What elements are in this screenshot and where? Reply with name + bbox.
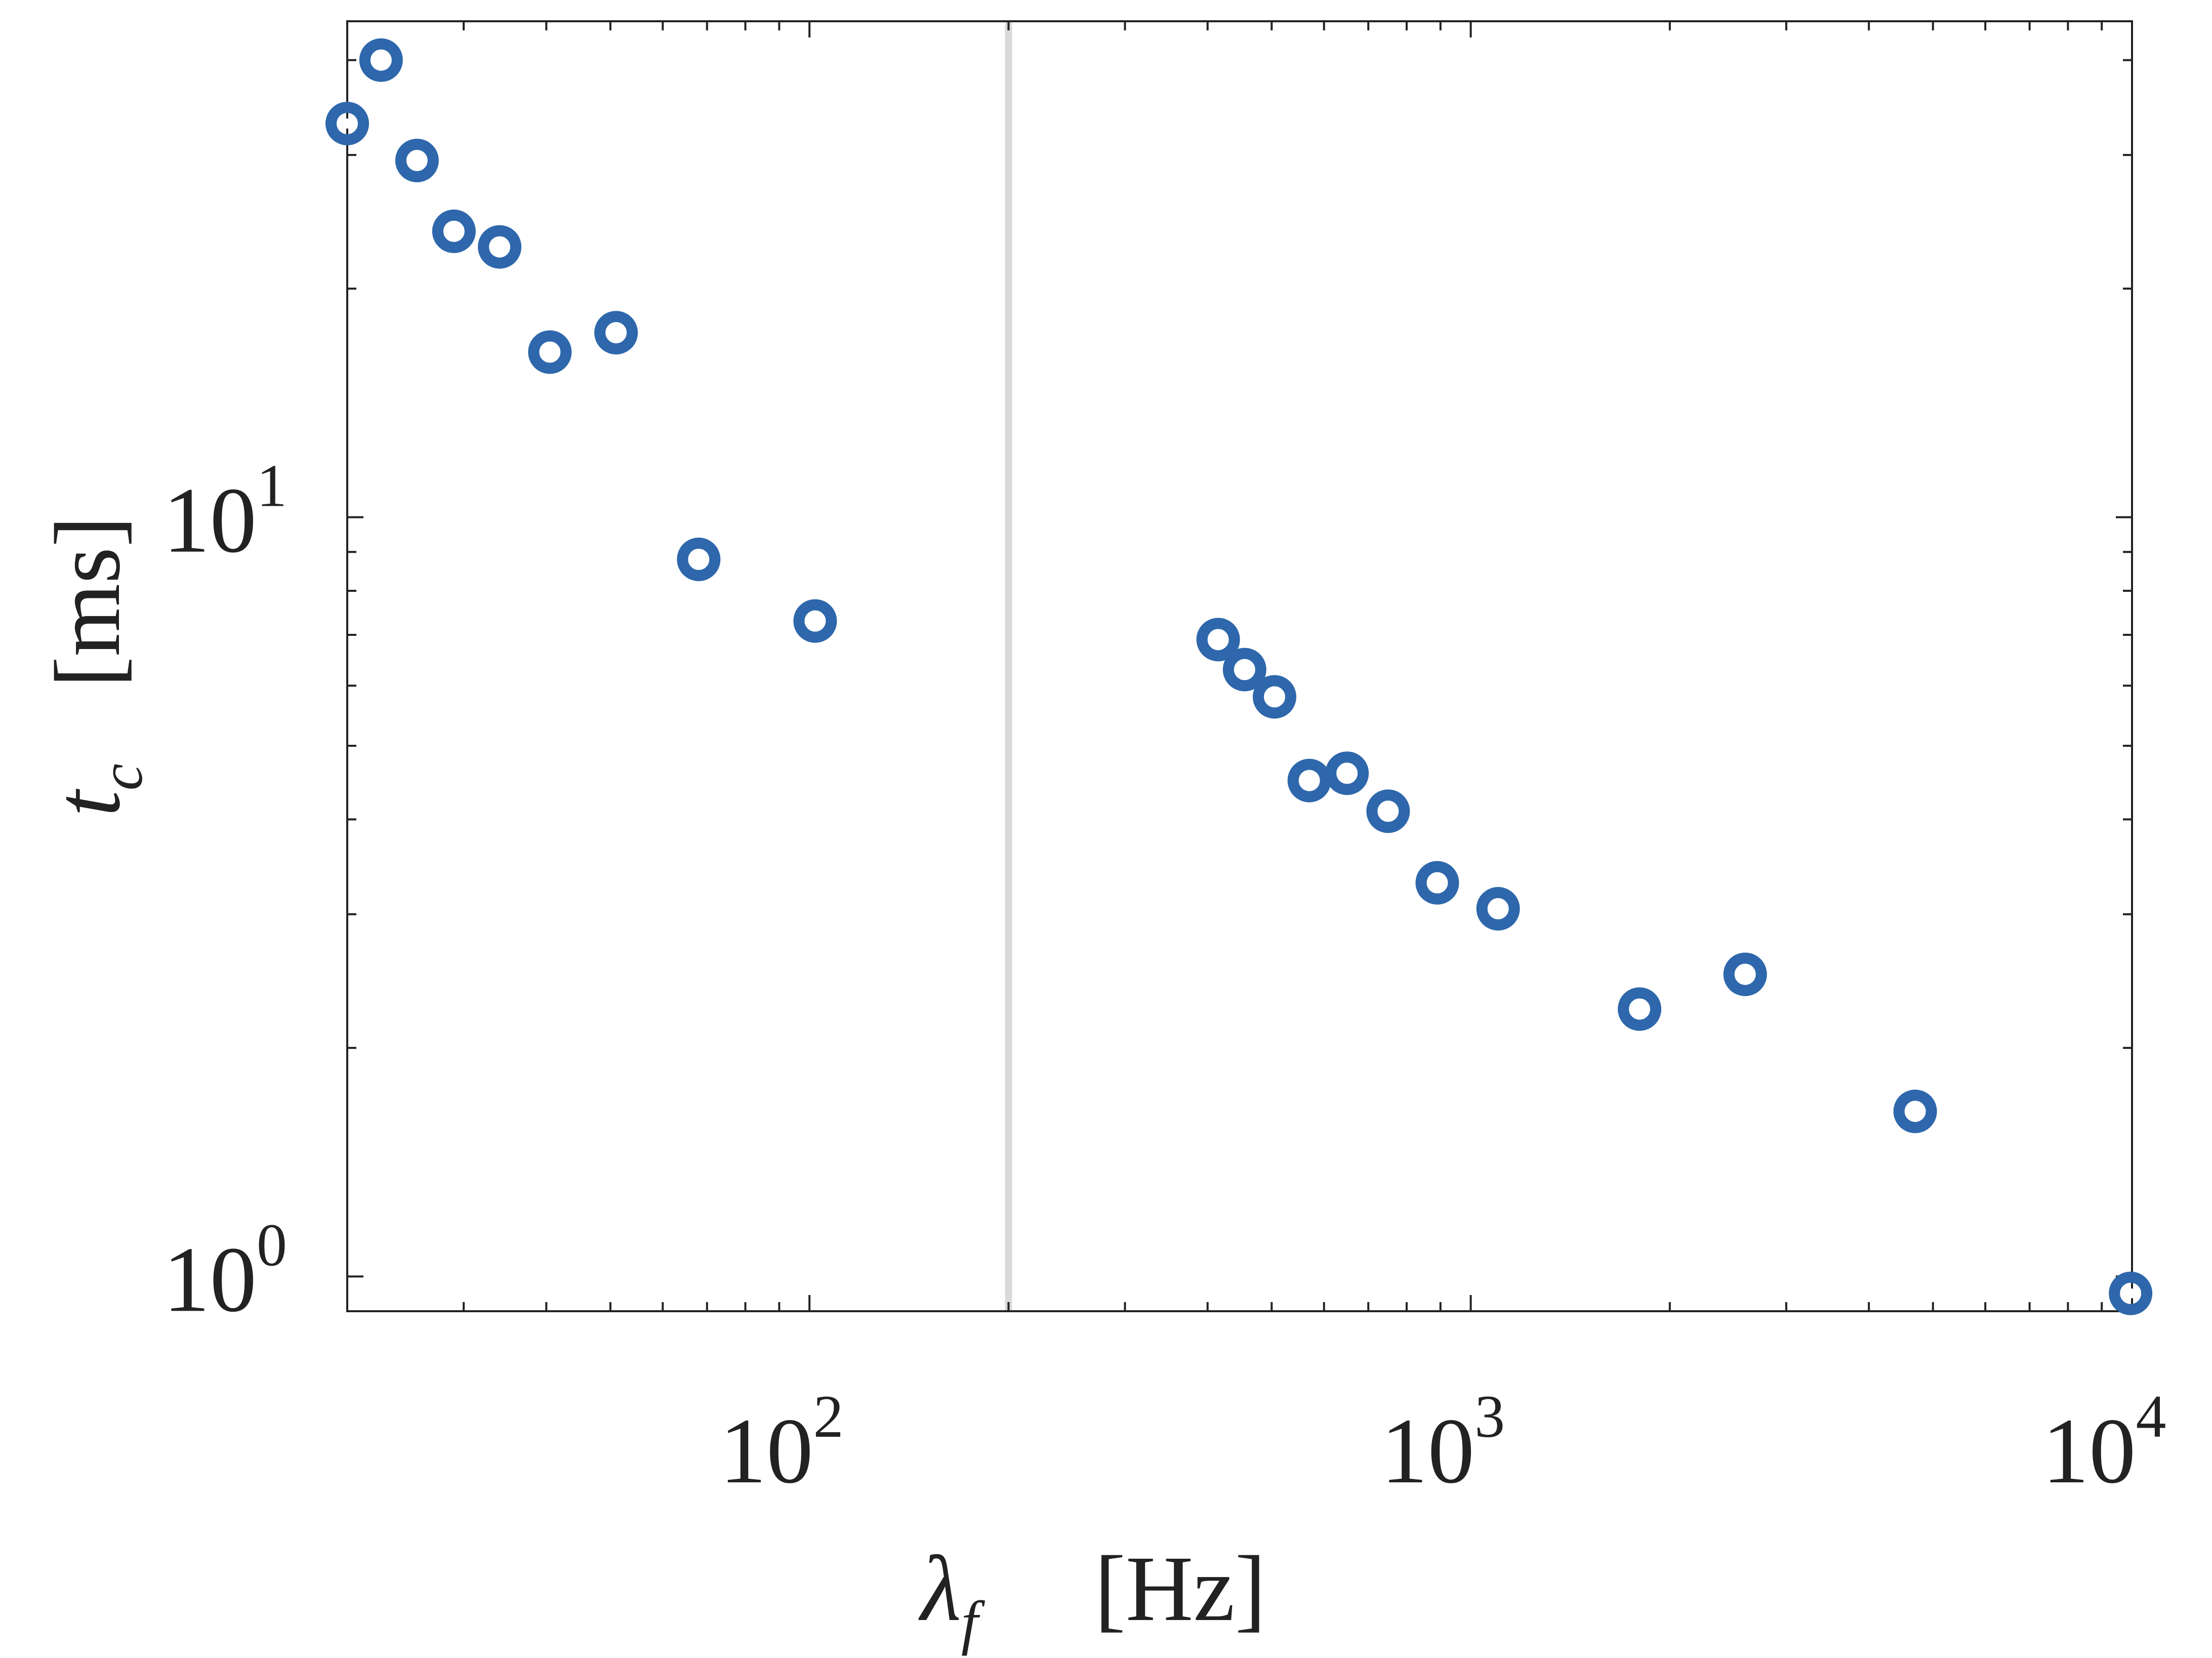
y-axis-label: tc [ms] <box>36 516 155 817</box>
data-point-center <box>1432 877 1443 888</box>
y-tick-label-base: 10 <box>163 1228 257 1331</box>
data-point <box>677 537 721 581</box>
data-point <box>432 209 476 253</box>
y-axis-label-unit: [ms] <box>36 516 140 688</box>
x-tick-label: 103 <box>1381 1383 1505 1503</box>
data-point-center <box>495 241 505 252</box>
x-tick-label-base: 10 <box>720 1399 813 1503</box>
data-points-layer <box>325 38 2153 1315</box>
x-tick-label-base: 10 <box>1381 1399 1474 1503</box>
data-point-ring <box>1325 751 1369 795</box>
data-point-center <box>1269 692 1280 702</box>
data-point <box>528 330 572 374</box>
data-point-center <box>611 328 622 338</box>
x-axis-label-symbol: λ <box>918 1537 961 1641</box>
y-tick-label: 100 <box>163 1211 287 1331</box>
data-point-ring <box>432 209 476 253</box>
x-tick-label-exponent: 2 <box>813 1383 844 1450</box>
data-point-center <box>545 347 555 357</box>
tick-marks-layer <box>346 21 2133 1312</box>
data-point <box>1476 887 1520 931</box>
data-point-center <box>2125 1288 2136 1299</box>
data-point-ring <box>478 225 522 269</box>
x-tick-label-exponent: 4 <box>2136 1383 2166 1450</box>
data-point-ring <box>359 38 403 82</box>
data-point <box>1618 987 1662 1031</box>
y-axis-label-subscript: c <box>88 763 155 790</box>
data-point-center <box>1239 664 1250 675</box>
x-tick-label-exponent: 3 <box>1474 1383 1505 1450</box>
x-axis-label: λf [Hz] <box>918 1537 1266 1656</box>
x-axis-label-unit: [Hz] <box>1094 1537 1266 1641</box>
x-tick-label: 104 <box>2042 1383 2166 1503</box>
data-point-center <box>1383 806 1394 817</box>
data-point-center <box>1213 634 1223 645</box>
data-point-center <box>1910 1106 1920 1117</box>
data-point-center <box>1342 768 1353 779</box>
data-point <box>594 311 638 355</box>
data-point <box>1222 648 1266 692</box>
data-point <box>478 225 522 269</box>
data-point-center <box>1740 969 1750 980</box>
data-point <box>325 102 369 146</box>
x-tick-label: 102 <box>720 1383 844 1503</box>
data-point-center <box>376 55 386 65</box>
data-point-center <box>412 155 422 166</box>
data-point <box>1723 952 1767 996</box>
data-point <box>1287 758 1331 802</box>
x-tick-label-base: 10 <box>2042 1399 2136 1503</box>
data-point-center <box>810 616 821 626</box>
data-point-center <box>1634 1004 1645 1015</box>
data-point-ring <box>594 311 638 355</box>
data-point <box>1252 675 1296 719</box>
data-point <box>359 38 403 82</box>
data-point-ring <box>395 139 439 183</box>
data-point-ring <box>1618 987 1662 1031</box>
data-point-center <box>448 226 459 236</box>
data-point-ring <box>1893 1089 1937 1134</box>
data-point-ring <box>2109 1271 2153 1315</box>
data-point-ring <box>1366 789 1410 833</box>
data-point-ring <box>1252 675 1296 719</box>
data-point-center <box>1304 775 1315 786</box>
data-point-ring <box>528 330 572 374</box>
data-point <box>1415 861 1459 905</box>
data-point-ring <box>1287 758 1331 802</box>
y-tick-label: 101 <box>163 452 287 573</box>
data-point-ring <box>793 599 837 643</box>
plot-frame <box>346 20 2133 1312</box>
data-point-ring <box>1723 952 1767 996</box>
data-point-center <box>1493 904 1503 914</box>
y-tick-label-exponent: 1 <box>257 452 287 519</box>
data-point-center <box>693 554 704 564</box>
data-point <box>1366 789 1410 833</box>
data-point-ring <box>1415 861 1459 905</box>
data-point-ring <box>1222 648 1266 692</box>
y-tick-label-base: 10 <box>163 469 257 573</box>
data-point <box>1325 751 1369 795</box>
y-tick-label-exponent: 0 <box>257 1211 287 1278</box>
x-tick-labels: 102 103 104 <box>720 1383 2166 1503</box>
data-point-ring <box>1196 618 1240 662</box>
data-point <box>2109 1271 2153 1315</box>
y-axis-label-symbol: t <box>36 788 140 817</box>
data-point-ring <box>1476 887 1520 931</box>
data-point <box>395 139 439 183</box>
data-point <box>1196 618 1240 662</box>
data-point-ring <box>677 537 721 581</box>
data-point-ring <box>325 102 369 146</box>
data-point <box>793 599 837 643</box>
data-point <box>1893 1089 1937 1134</box>
data-point-center <box>342 118 352 129</box>
